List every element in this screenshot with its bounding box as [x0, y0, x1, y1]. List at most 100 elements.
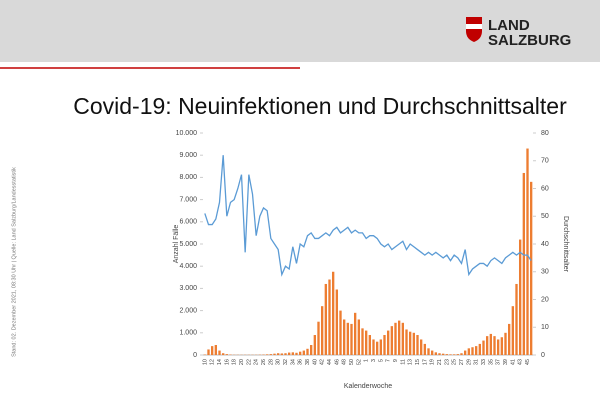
bar — [369, 335, 371, 355]
bar — [482, 341, 484, 355]
bar — [218, 351, 220, 355]
bar — [215, 345, 217, 355]
x-tick-label: 3 — [371, 359, 377, 362]
bar — [512, 306, 514, 355]
bar — [211, 346, 213, 355]
x-tick-label: 50 — [349, 359, 355, 365]
y-tick-label: 5.000 — [179, 241, 197, 248]
x-tick-label: 29 — [466, 359, 472, 365]
x-tick-label: 11 — [400, 359, 406, 365]
x-tick-label: 44 — [327, 359, 333, 365]
logo-text: SALZBURG — [488, 32, 571, 49]
bar — [372, 339, 374, 355]
bar — [504, 333, 506, 355]
y-tick-label: 10.000 — [176, 130, 198, 137]
bar — [468, 348, 470, 355]
bar — [449, 354, 451, 355]
y2-tick-label: 80 — [541, 130, 549, 137]
bar — [325, 284, 327, 355]
x-tick-label: 24 — [254, 359, 260, 365]
y2-tick-label: 30 — [541, 269, 549, 276]
bar — [442, 354, 444, 355]
bar — [446, 354, 448, 355]
bar — [501, 337, 503, 355]
x-tick-label: 38 — [305, 359, 311, 365]
x-tick-label: 42 — [320, 359, 326, 365]
y2-tick-label: 10 — [541, 324, 549, 331]
bar — [222, 353, 224, 355]
bar — [317, 322, 319, 355]
bar — [497, 339, 499, 355]
x-tick-label: 28 — [268, 359, 274, 365]
x-tick-label: 20 — [239, 359, 245, 365]
footnote: Stand: 02. Dezember 2021, 08:30 Uhr | Qu… — [11, 167, 17, 357]
bar — [288, 353, 290, 355]
bar — [281, 353, 283, 355]
x-tick-label: 18 — [232, 359, 238, 365]
x-tick-label: 36 — [298, 359, 304, 365]
bar — [270, 354, 272, 355]
x-tick-label: 5 — [378, 359, 384, 362]
x-tick-label: 33 — [481, 359, 487, 365]
x-tick-label: 12 — [210, 359, 216, 365]
line — [205, 155, 531, 274]
bar — [336, 290, 338, 355]
y2-tick-label: 20 — [541, 296, 549, 303]
bar — [387, 331, 389, 355]
x-tick-label: 43 — [518, 359, 524, 365]
bar — [508, 324, 510, 355]
x-tick-label: 9 — [393, 359, 399, 362]
bar — [314, 335, 316, 355]
bar — [306, 349, 308, 355]
bar — [523, 173, 525, 355]
bar — [420, 339, 422, 355]
x-tick-label: 27 — [459, 359, 465, 365]
x-tick-label: 19 — [430, 359, 436, 365]
y-tick-label: 9.000 — [179, 152, 197, 159]
bar — [380, 339, 382, 355]
x-tick-label: 25 — [452, 359, 458, 365]
bar — [402, 323, 404, 355]
bar — [383, 335, 385, 355]
bar — [431, 351, 433, 355]
y2-tick-label: 40 — [541, 241, 549, 248]
x-tick-label: 45 — [525, 359, 531, 365]
bar — [332, 272, 334, 355]
y-tick-label: 4.000 — [179, 263, 197, 270]
bar — [226, 354, 228, 355]
bar — [493, 336, 495, 355]
bar — [530, 182, 532, 355]
bar — [438, 353, 440, 355]
bar — [490, 334, 492, 355]
bar — [310, 345, 312, 355]
x-tick-label: 31 — [474, 359, 480, 365]
bar — [266, 354, 268, 355]
bar — [321, 306, 323, 355]
x-tick-label: 16 — [224, 359, 230, 365]
bar — [361, 328, 363, 355]
x-tick-label: 22 — [246, 359, 252, 365]
bar — [295, 353, 297, 355]
y-tick-label: 6.000 — [179, 219, 197, 226]
bar — [391, 326, 393, 355]
bar — [486, 336, 488, 355]
bar — [284, 353, 286, 355]
chart-title: Covid-19: Neuinfektionen und Durchschnit… — [73, 93, 567, 119]
bar — [339, 311, 341, 355]
bar — [273, 354, 275, 355]
y2-tick-label: 0 — [541, 352, 545, 359]
x-tick-label: 23 — [444, 359, 450, 365]
bar — [479, 344, 481, 355]
bar — [413, 333, 415, 355]
bar — [207, 349, 209, 355]
x-tick-label: 13 — [408, 359, 414, 365]
x-tick-label: 52 — [356, 359, 362, 365]
bar — [515, 284, 517, 355]
bar — [303, 351, 305, 355]
x-tick-label: 48 — [342, 359, 348, 365]
bar — [405, 329, 407, 355]
bar — [464, 351, 466, 355]
bar — [350, 324, 352, 355]
